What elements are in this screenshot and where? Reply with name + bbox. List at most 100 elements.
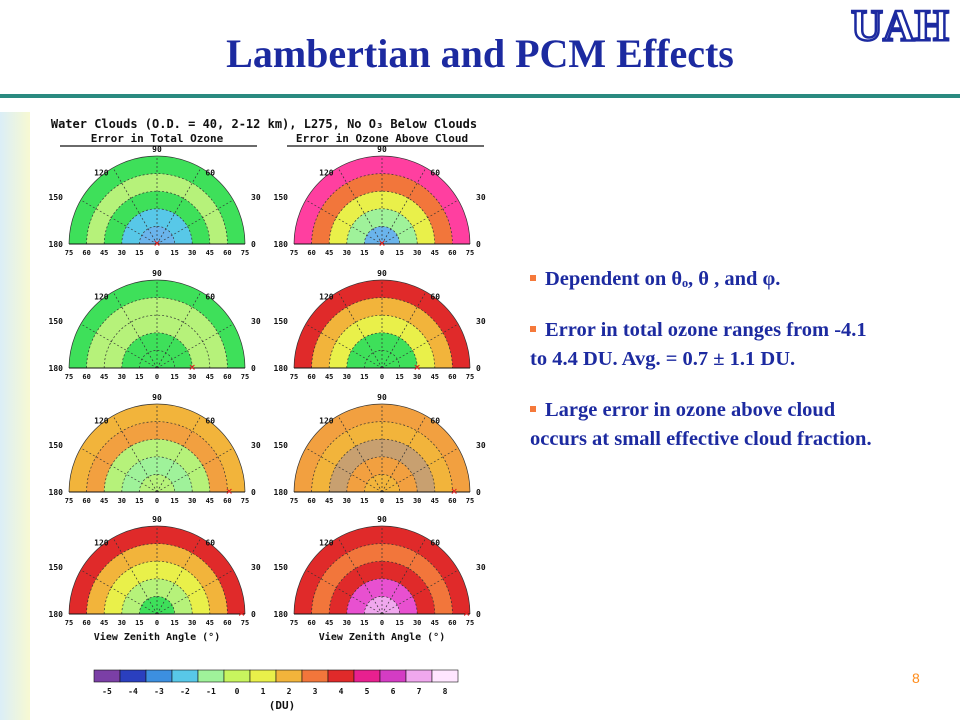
zenith-tick-label: 45: [431, 249, 439, 257]
azimuth-label: 90: [377, 393, 387, 402]
azimuth-label: 30: [476, 563, 486, 572]
zenith-tick-label: 15: [170, 497, 178, 505]
zenith-tick-label: 75: [65, 497, 73, 505]
azimuth-label: 90: [152, 145, 162, 154]
sun-position-marker-icon: ×: [238, 609, 246, 619]
zenith-tick-label: 30: [188, 373, 196, 381]
colorbar-tick-label: -2: [180, 687, 190, 696]
zenith-tick-label: 45: [100, 619, 108, 627]
azimuth-label: 60: [430, 538, 440, 547]
zenith-tick-label: 75: [65, 619, 73, 627]
azimuth-label: 60: [205, 168, 215, 177]
zenith-tick-label: 75: [466, 249, 474, 257]
slide-title: Lambertian and PCM Effects: [226, 31, 734, 76]
zenith-tick-label: 30: [188, 497, 196, 505]
colorbar-swatch: [405, 669, 433, 683]
sun-position-marker-icon: ×: [450, 487, 458, 497]
polar-plot-grid: Water Clouds (O.D. = 40, 2-12 km), L275,…: [49, 117, 486, 712]
zenith-tick-label: 15: [135, 373, 143, 381]
zenith-tick-label: 60: [448, 373, 456, 381]
azimuth-label: 0: [476, 610, 481, 619]
zenith-tick-label: 30: [118, 497, 126, 505]
zenith-tick-label: 30: [343, 249, 351, 257]
sun-position-marker-icon: ×: [188, 363, 196, 373]
uah-logo-text: UAH: [851, 2, 949, 46]
azimuth-label: 0: [476, 364, 481, 373]
azimuth-label: 150: [274, 441, 289, 450]
colorbar-swatch: [301, 669, 329, 683]
zenith-tick-label: 45: [431, 619, 439, 627]
zenith-tick-label: 75: [290, 619, 298, 627]
azimuth-label: 180: [274, 610, 289, 619]
zenith-tick-label: 60: [223, 619, 231, 627]
zenith-tick-label: 60: [448, 619, 456, 627]
zenith-tick-label: 45: [325, 619, 333, 627]
bullet-square-icon: [530, 275, 536, 282]
sun-position-marker-icon: ×: [153, 239, 161, 249]
bullet-square-icon: [530, 406, 536, 413]
azimuth-label: 30: [251, 317, 261, 326]
zenith-tick-label: 60: [223, 497, 231, 505]
zenith-tick-label: 30: [118, 249, 126, 257]
azimuth-label: 60: [205, 538, 215, 547]
zenith-tick-label: 45: [100, 249, 108, 257]
azimuth-label: 30: [476, 193, 486, 202]
colorbar-tick-label: 4: [339, 687, 344, 696]
zenith-tick-label: 60: [307, 619, 315, 627]
zenith-tick-label: 60: [448, 249, 456, 257]
colorbar-swatch: [171, 669, 199, 683]
zenith-tick-label: 30: [118, 373, 126, 381]
zenith-tick-label: 60: [307, 249, 315, 257]
azimuth-label: 90: [152, 515, 162, 524]
azimuth-label: 30: [476, 317, 486, 326]
colorbar-tick-label: 2: [287, 687, 292, 696]
polar-plot-figure: Water Clouds (O.D. = 40, 2-12 km), L275,…: [32, 112, 497, 716]
zenith-tick-label: 15: [395, 249, 403, 257]
azimuth-label: 150: [274, 317, 289, 326]
azimuth-label: 180: [274, 240, 289, 249]
sun-position-marker-icon: ×: [413, 363, 421, 373]
zenith-tick-label: 60: [307, 497, 315, 505]
zenith-tick-label: 15: [135, 249, 143, 257]
zenith-tick-label: 30: [118, 619, 126, 627]
colorbar-tick-label: -4: [128, 687, 138, 696]
bullet-text-3: Large error in ozone above cloud occurs …: [530, 399, 872, 450]
zenith-tick-label: 0: [380, 373, 384, 381]
zenith-tick-label: 0: [380, 619, 384, 627]
axis-label-left: View Zenith Angle (°): [94, 631, 220, 643]
figure-header: Water Clouds (O.D. = 40, 2-12 km), L275,…: [51, 117, 477, 131]
azimuth-label: 90: [377, 145, 387, 154]
zenith-tick-label: 30: [343, 619, 351, 627]
azimuth-label: 120: [319, 538, 334, 547]
sun-position-marker-icon: ×: [463, 609, 471, 619]
zenith-tick-label: 60: [223, 249, 231, 257]
zenith-tick-label: 75: [241, 373, 249, 381]
colorbar-swatch: [249, 669, 277, 683]
azimuth-label: 30: [251, 563, 261, 572]
azimuth-label: 150: [49, 317, 64, 326]
zenith-tick-label: 60: [223, 373, 231, 381]
colorbar-swatch: [353, 669, 381, 683]
sun-position-marker-icon: ×: [225, 487, 233, 497]
zenith-tick-label: 75: [290, 249, 298, 257]
bullet-item-1: Dependent on θₒ, θ , and φ.: [530, 265, 880, 294]
azimuth-label: 180: [49, 364, 64, 373]
zenith-tick-label: 0: [155, 249, 159, 257]
azimuth-label: 0: [251, 364, 256, 373]
zenith-tick-label: 15: [395, 619, 403, 627]
colorbar-tick-label: -1: [206, 687, 216, 696]
zenith-tick-label: 30: [413, 497, 421, 505]
uah-logo: UAH: [850, 2, 950, 46]
colorbar-tick-label: 1: [261, 687, 266, 696]
zenith-tick-label: 30: [413, 619, 421, 627]
azimuth-label: 0: [476, 240, 481, 249]
azimuth-label: 150: [49, 193, 64, 202]
zenith-tick-label: 45: [431, 497, 439, 505]
colorbar-swatch: [379, 669, 407, 683]
colorbar-unit: (DU): [269, 699, 296, 712]
colorbar-tick-label: -3: [154, 687, 164, 696]
